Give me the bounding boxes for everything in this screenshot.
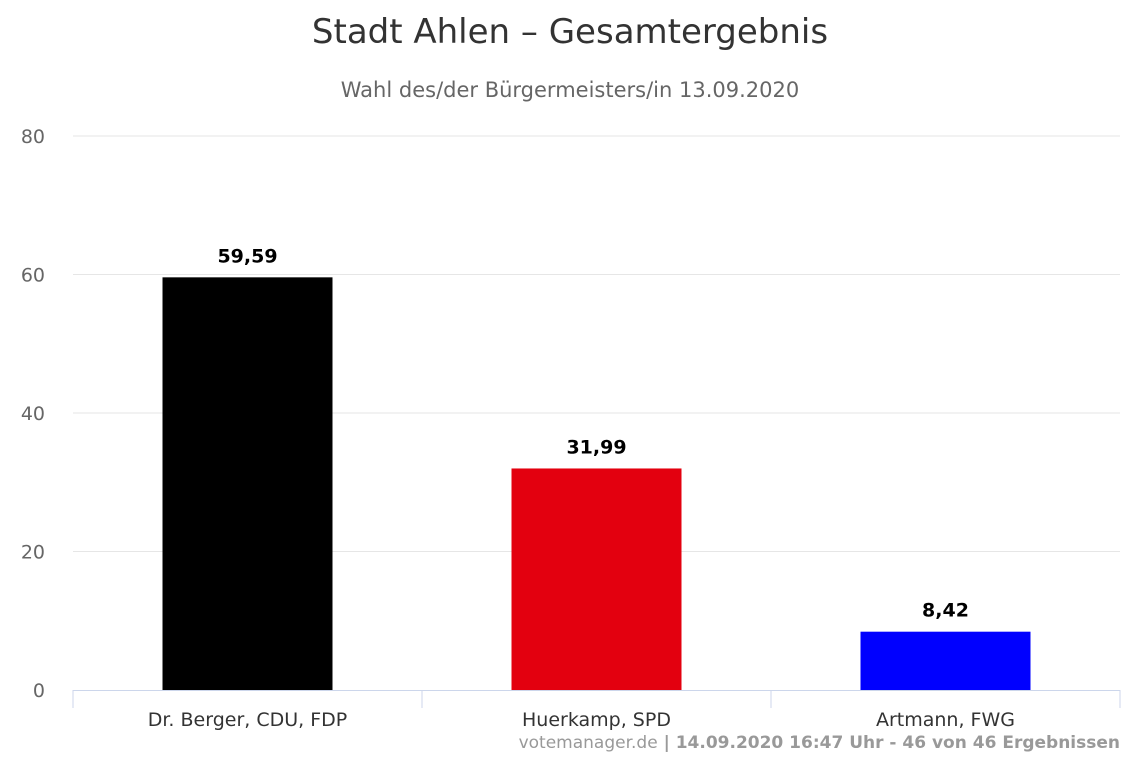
credits[interactable]: votemanager.de | 14.09.2020 16:47 Uhr - … [519, 733, 1120, 753]
data-label: 31,99 [566, 436, 626, 458]
credits-site[interactable]: votemanager.de [518, 733, 658, 753]
y-tick-label: 40 [21, 403, 45, 425]
y-tick-label: 0 [33, 680, 45, 702]
x-tick-label: Artmann, FWG [876, 709, 1015, 731]
bar [162, 277, 333, 690]
chart-title: Stadt Ahlen – Gesamtergebnis [311, 12, 829, 52]
y-tick-label: 60 [21, 265, 45, 287]
data-label: 8,42 [922, 600, 969, 622]
data-label: 59,59 [217, 245, 277, 267]
y-tick-label: 20 [21, 542, 45, 564]
x-tick-label: Dr. Berger, CDU, FDP [148, 709, 348, 731]
x-tick-label: Huerkamp, SPD [522, 709, 671, 731]
bar [860, 631, 1031, 690]
chart-subtitle: Wahl des/der Bürgermeisters/in 13.09.202… [340, 78, 800, 102]
credits-timestamp: | 14.09.2020 16:47 Uhr - 46 von 46 Ergeb… [657, 733, 1120, 753]
bar [511, 468, 682, 690]
y-tick-label: 80 [21, 126, 45, 148]
